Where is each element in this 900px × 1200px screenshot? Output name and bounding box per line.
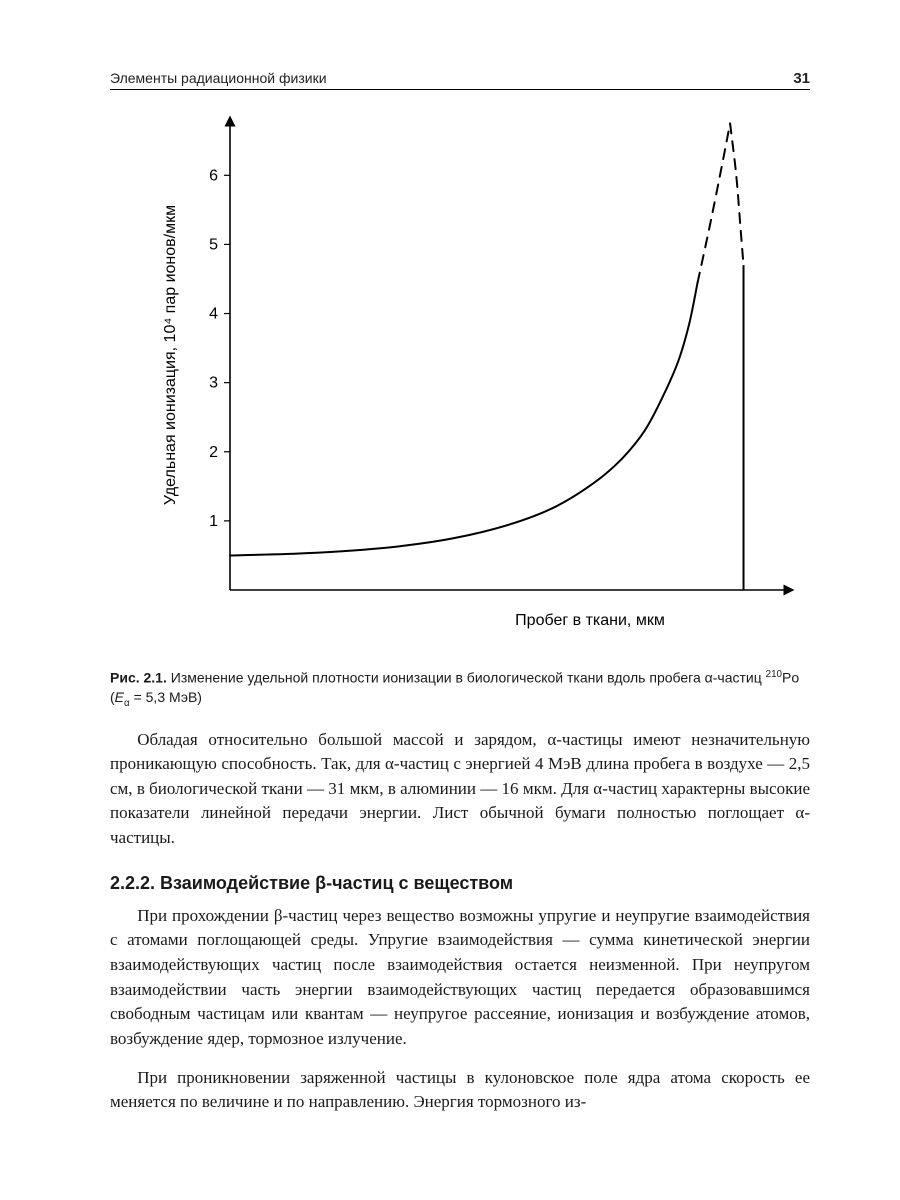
page: Элементы радиационной физики 31 1 2 3 4 5 6 Уд… (0, 0, 900, 1200)
energy-value: = 5,3 МэВ) (130, 689, 202, 705)
figure-2-1: 1 2 3 4 5 6 Удельная ионизация, 10⁴ пар ионов/… (110, 100, 810, 660)
bragg-curve-chart: 1 2 3 4 5 6 Удельная ионизация, 10⁴ пар ионов/… (110, 100, 810, 660)
svg-text:4: 4 (209, 306, 218, 323)
svg-text:Удельная ионизация, 10⁴ пар ио: Удельная ионизация, 10⁴ пар ионов/мкм (162, 205, 179, 505)
energy-var: E (115, 689, 124, 705)
isotope-mass: 210 (766, 669, 782, 680)
caption-label: Рис. 2.1. (110, 670, 167, 686)
svg-text:1: 1 (209, 513, 218, 530)
paragraph-beta-2: При проникновении заряженной частицы в к… (110, 1066, 810, 1115)
svg-text:3: 3 (209, 375, 218, 392)
svg-text:2: 2 (209, 444, 218, 461)
svg-text:Пробег в ткани, мкм: Пробег в ткани, мкм (515, 612, 665, 629)
page-number: 31 (793, 70, 810, 87)
paragraph-alpha: Обладая относительно большой массой и за… (110, 728, 810, 851)
section-heading-2-2-2: 2.2.2. Взаимодействие β-частиц с веществ… (110, 873, 810, 894)
svg-text:6: 6 (209, 167, 218, 184)
figure-caption: Рис. 2.1. Изменение удельной плотности и… (110, 668, 810, 710)
running-title: Элементы радиационной физики (110, 70, 327, 86)
running-head: Элементы радиационной физики 31 (110, 70, 810, 90)
paragraph-beta-1: При прохождении β-частиц через вещество … (110, 904, 810, 1052)
caption-text: Изменение удельной плотности ионизации в… (167, 670, 766, 686)
svg-text:5: 5 (209, 236, 218, 253)
